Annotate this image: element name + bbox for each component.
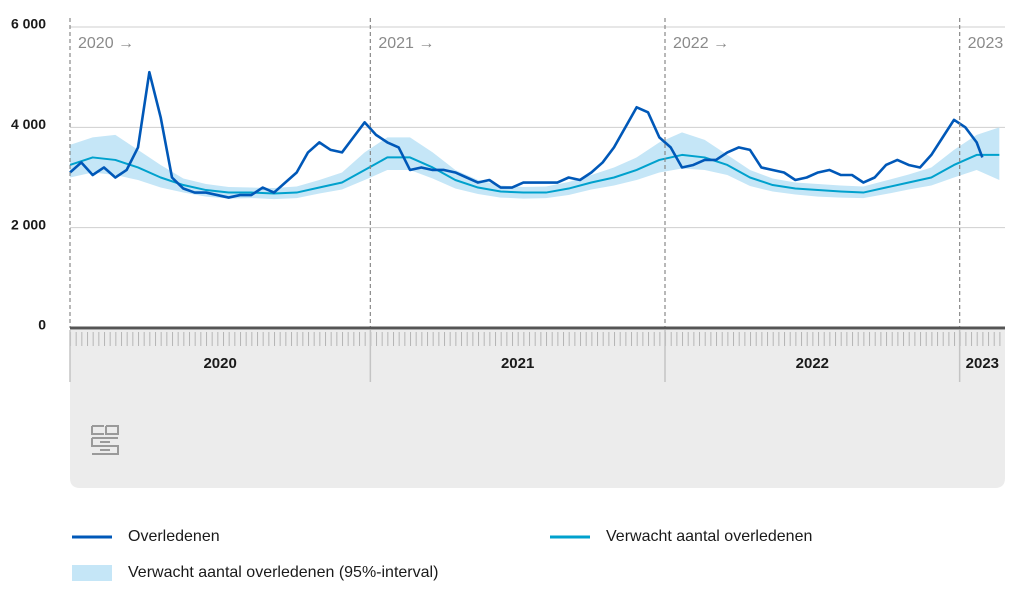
x-tick-label: 2021 <box>501 355 534 372</box>
y-tick-label: 2 000 <box>11 216 46 232</box>
logo <box>91 425 119 455</box>
line-series <box>69 70 984 199</box>
periods: 2020 → 2020 2021 → 2021 2022 → 2022 2023 → 2023 <box>69 18 1024 382</box>
y-tick-label: 0 <box>38 317 46 333</box>
legend-label: Verwacht aantal overledenen <box>606 528 812 545</box>
confidence-band <box>70 127 1000 200</box>
period-marker: 2023 → <box>968 35 1024 52</box>
period-marker: 2021 → <box>378 35 434 52</box>
legend-label: Verwacht aantal overledenen (95%-interva… <box>128 564 438 581</box>
y-tick-label: 4 000 <box>11 116 46 132</box>
y-tick-label: 6 000 <box>11 16 46 32</box>
x-tick-label: 2023 <box>966 355 999 372</box>
plot <box>69 70 1000 200</box>
x-tick-label: 2022 <box>796 355 829 372</box>
period-marker: 2020 → <box>78 35 134 52</box>
legend-swatch <box>72 565 112 581</box>
line-series <box>69 153 1000 195</box>
axis-panel <box>70 330 1005 488</box>
period-marker: 2022 → <box>673 35 729 52</box>
legend: Overledenen Verwacht aantal overledenen Ve… <box>72 528 812 581</box>
x-tick-label: 2020 <box>203 355 236 372</box>
legend-label: Overledenen <box>128 528 220 545</box>
minor-ticks <box>70 332 1005 346</box>
